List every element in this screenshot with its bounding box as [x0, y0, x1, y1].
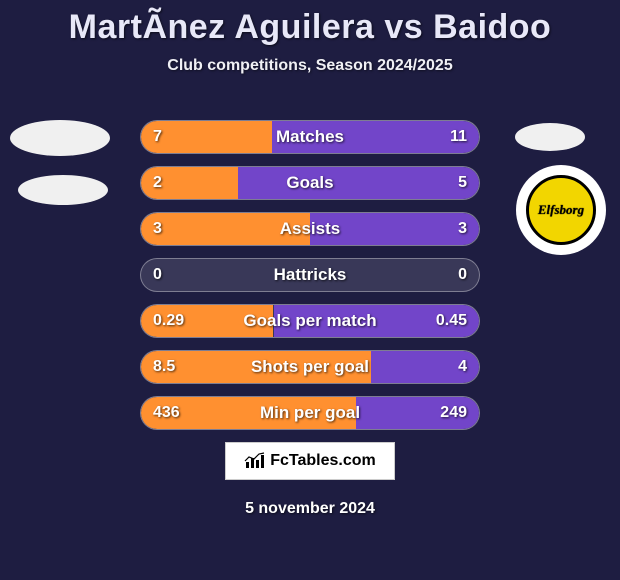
brand-text: FcTables.com	[270, 452, 376, 470]
stats-container: 711Matches25Goals33Assists00Hattricks0.2…	[140, 120, 480, 442]
stat-value-left: 3	[141, 213, 174, 245]
stat-value-left: 2	[141, 167, 174, 199]
stat-label: Hattricks	[141, 259, 479, 291]
footer-date: 5 november 2024	[0, 500, 620, 518]
elfsborg-crest: Elfsborg	[526, 175, 596, 245]
stat-value-right: 0	[446, 259, 479, 291]
stat-value-left: 7	[141, 121, 174, 153]
stat-value-right: 0.45	[424, 305, 479, 337]
stat-row: 33Assists	[140, 212, 480, 246]
page-title: MartÃnez Aguilera vs Baidoo	[0, 0, 620, 47]
stat-row: 0 0Hattricks	[140, 258, 480, 292]
stat-row: 8.54Shots per goal	[140, 350, 480, 384]
stat-row: 0.290.45Goals per match	[140, 304, 480, 338]
stat-value-right: 5	[446, 167, 479, 199]
stat-value-left: 0.29	[141, 305, 196, 337]
stat-row: 25Goals	[140, 166, 480, 200]
stat-row: 711Matches	[140, 120, 480, 154]
subtitle: Club competitions, Season 2024/2025	[0, 57, 620, 75]
right-team-badge-1	[515, 123, 585, 151]
stat-value-right: 249	[428, 397, 479, 429]
stat-value-left: 0	[141, 259, 174, 291]
stat-value-right: 3	[446, 213, 479, 245]
right-team-badge-2: Elfsborg	[516, 165, 606, 255]
stat-row: 436249Min per goal	[140, 396, 480, 430]
left-team-badge-1	[10, 120, 110, 156]
stat-value-left: 436	[141, 397, 192, 429]
left-team-badge-2	[18, 175, 108, 205]
stat-value-left: 8.5	[141, 351, 187, 383]
stat-bar-right	[238, 167, 479, 199]
stat-value-right: 4	[446, 351, 479, 383]
brand-box: FcTables.com	[225, 442, 395, 480]
stat-value-right: 11	[438, 121, 479, 153]
chart-icon	[244, 452, 266, 470]
elfsborg-text: Elfsborg	[538, 202, 584, 218]
